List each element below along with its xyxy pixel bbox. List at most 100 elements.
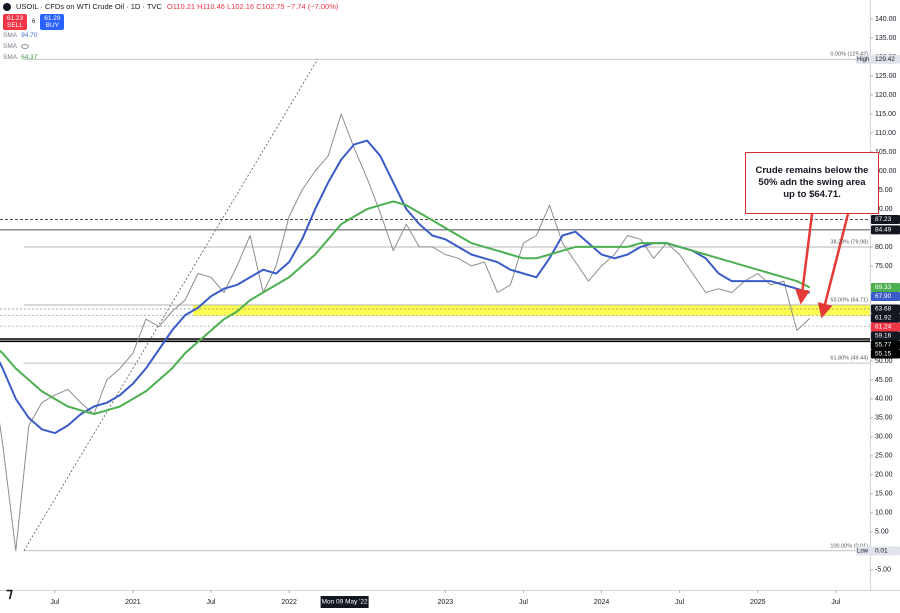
plot: [0, 58, 871, 552]
x-tick-label: Jul: [207, 599, 216, 606]
y-tick-label: 135.00: [875, 35, 897, 42]
indicator-value: 64.37: [21, 54, 38, 61]
indicator-value: 94.70: [21, 32, 38, 39]
arrows: [795, 213, 850, 319]
price-marker: [871, 282, 900, 292]
sell-button[interactable]: 61.23 SELL: [3, 14, 27, 30]
sell-price: 61.23: [6, 15, 24, 22]
series-line: [0, 113, 811, 552]
indicator-name: SMA: [3, 32, 18, 39]
y-tick-label: 75.00: [875, 263, 893, 270]
y-tick-label: 25.00: [875, 453, 893, 460]
crosshair-label: Mon 09 May '22: [322, 599, 368, 606]
price-marker: [871, 304, 900, 314]
y-tick-label: 100.00: [875, 168, 897, 175]
y-tick-label: 95.00: [875, 187, 893, 194]
price-marker: [871, 340, 900, 350]
fib-label: 50.00% (64.71): [830, 297, 868, 303]
x-tick-label: Jul: [831, 599, 840, 606]
price-tag: High: [857, 57, 869, 63]
eye-icon[interactable]: [21, 43, 30, 49]
price-tag: Low: [857, 548, 869, 554]
symbol: USOIL · CFDs on WTI Crude Oil · 1D · TVC: [16, 2, 162, 11]
price-marker-label: 55.15: [875, 351, 892, 358]
x-tick-label: Jul: [50, 599, 59, 606]
annotation: Crude remains below the 50% adn the swin…: [745, 152, 879, 214]
price-marker-label: 84.49: [875, 227, 892, 234]
indicator-legend: SMA 94.70 SMA SMA 64.37: [3, 30, 338, 63]
price-tag-bg: [856, 546, 871, 556]
y-tick-label: 80.00: [875, 244, 893, 251]
price-marker-label: 69.33: [875, 284, 892, 291]
price-marker: [871, 546, 900, 556]
buy-price: 61.29: [44, 15, 61, 22]
price-marker-label: 0.01: [875, 548, 888, 555]
price-marker: [871, 291, 900, 301]
price-marker: [871, 322, 900, 332]
x-tick-label: 2024: [594, 599, 610, 606]
symbol-icon: [3, 3, 11, 11]
y-tick-label: 40.00: [875, 396, 893, 403]
fib-label: 61.80% (49.44): [830, 355, 868, 361]
indicator-name: SMA: [3, 43, 18, 50]
x-tick-label: 2025: [750, 599, 766, 606]
price-marker-label: 61.92: [875, 315, 892, 322]
swing-zone: [193, 305, 871, 316]
y-tick-label: 90.00: [875, 206, 893, 213]
price-marker-label: 129.42: [875, 56, 895, 63]
y-tick-label: 45.00: [875, 377, 893, 384]
price-marker: [871, 313, 900, 323]
fib-label: 0.00% (129.42): [830, 52, 868, 58]
indicator-row[interactable]: SMA: [3, 41, 338, 52]
sell-label: SELL: [7, 22, 23, 29]
indicator-row[interactable]: SMA 64.37: [3, 52, 338, 63]
price-tag-bg: [856, 54, 871, 64]
ohlc: O110.21 H110.46 L102.16 C102.75 −7.74 (−…: [166, 2, 339, 11]
logo-mark: ⁊: [6, 585, 13, 601]
symbol-row: USOIL · CFDs on WTI Crude Oil · 1D · TVC…: [3, 2, 338, 12]
series-line: [0, 200, 811, 416]
y-tick-label: -5.00: [875, 567, 891, 574]
y-tick-label: 15.00: [875, 491, 893, 498]
trendline: [23, 58, 319, 552]
x-tick-label: Jul: [675, 599, 684, 606]
trade-row: 61.23 SELL 6 61.29 BUY: [3, 14, 338, 30]
price-marker: [871, 214, 900, 224]
logo: ⁊: [6, 585, 13, 601]
y-tick-label: 50.00: [875, 358, 893, 365]
y-tick-label: 10.00: [875, 510, 893, 517]
y-tick-label: 35.00: [875, 415, 893, 422]
fib-label: 38.20% (79.98): [830, 239, 868, 245]
price-marker: [871, 54, 900, 64]
arrow: [795, 213, 814, 305]
price-marker: [871, 331, 900, 341]
fib-label: 100.00% (0.01): [830, 543, 868, 549]
y-tick-label: 120.00: [875, 92, 897, 99]
y-tick-label: 140.00: [875, 16, 897, 23]
x-tick-label: 2021: [125, 599, 141, 606]
spread: 6: [32, 19, 36, 25]
y-tick-label: 110.00: [875, 130, 896, 137]
y-tick-label: 5.00: [875, 529, 889, 536]
price-marker-label: 59.16: [875, 333, 892, 340]
y-tick-label: 105.00: [875, 149, 897, 156]
y-tick-label: 20.00: [875, 472, 893, 479]
price-marker-label: 61.24: [875, 324, 892, 331]
y-tick-label: 30.00: [875, 434, 893, 441]
buy-button[interactable]: 61.29 BUY: [40, 14, 65, 30]
price-marker-label: 55.77: [875, 342, 892, 349]
crosshair-label-bg: [320, 596, 369, 608]
price-marker-label: 67.90: [875, 293, 892, 300]
price-marker: [871, 349, 900, 359]
price-marker-label: 63.68: [875, 306, 892, 313]
x-tick-label: 2022: [281, 599, 297, 606]
buy-label: BUY: [45, 22, 60, 29]
indicator-name: SMA: [3, 54, 18, 61]
y-tick-label: 125.00: [875, 73, 897, 80]
indicator-row[interactable]: SMA 94.70: [3, 30, 338, 41]
y-tick-label: 115.00: [875, 111, 896, 118]
header: USOIL · CFDs on WTI Crude Oil · 1D · TVC…: [3, 2, 338, 63]
x-tick-label: 2023: [438, 599, 454, 606]
x-tick-label: Jul: [519, 599, 528, 606]
